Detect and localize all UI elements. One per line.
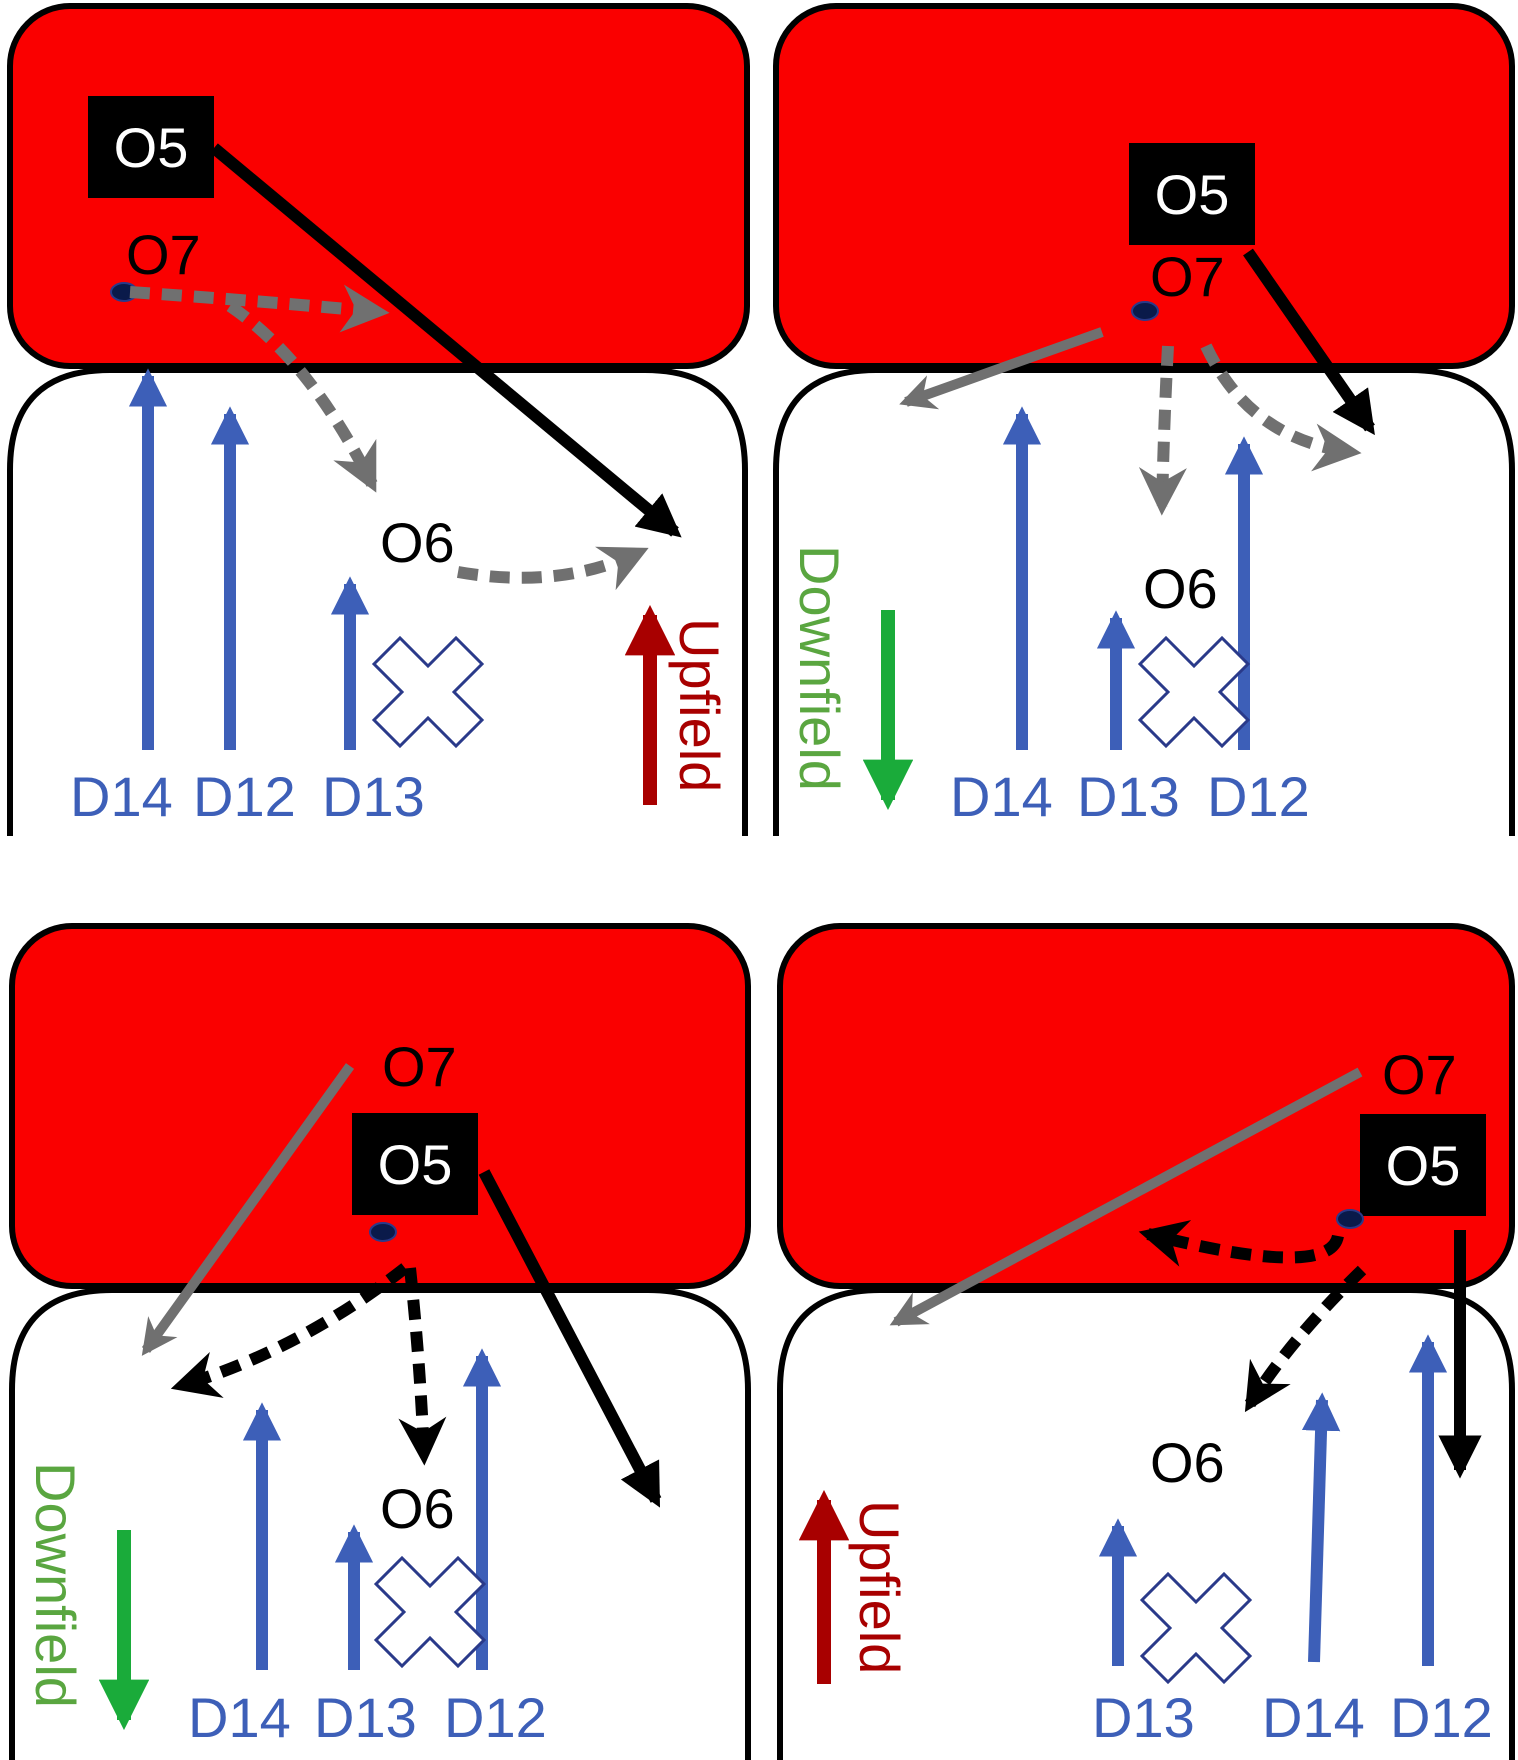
o5-marker bbox=[369, 1222, 397, 1242]
defender-label: D14 bbox=[188, 1686, 291, 1749]
defender-label: D14 bbox=[950, 765, 1053, 828]
o7-label: O7 bbox=[126, 223, 201, 286]
o6-label: O6 bbox=[1143, 557, 1218, 620]
o5-route-arrow bbox=[478, 1169, 662, 1508]
red-zone bbox=[9, 923, 751, 1289]
panel-1: O5 O7 O6 D14 D12 D13 Upfield bbox=[7, 3, 750, 836]
white-zone bbox=[7, 367, 748, 836]
o5-marker bbox=[1336, 1209, 1364, 1229]
defender-label: D14 bbox=[70, 765, 173, 828]
o7-label: O7 bbox=[382, 1035, 457, 1098]
o6-label: O6 bbox=[1150, 1431, 1225, 1494]
o5-route-arrow bbox=[1243, 248, 1375, 436]
upfield-label: Upfield bbox=[668, 618, 731, 792]
o7-dashed-route-arrow bbox=[1138, 345, 1187, 516]
downfield-label: Downfield bbox=[24, 1462, 87, 1708]
defender-label: D14 bbox=[1262, 1686, 1365, 1749]
o5-dashed-route-arrow bbox=[1138, 1220, 1344, 1267]
o5-label: O5 bbox=[1386, 1134, 1461, 1197]
o7-dashed-route-arrow bbox=[1200, 343, 1362, 472]
o7-route-arrow bbox=[889, 1067, 1363, 1327]
defender-label: D12 bbox=[1207, 765, 1310, 828]
o5-box bbox=[352, 1113, 478, 1215]
o6-dashed-route-arrow bbox=[456, 546, 649, 591]
white-zone bbox=[773, 367, 1515, 836]
o7-marker bbox=[1131, 301, 1159, 321]
o5-box bbox=[1360, 1114, 1486, 1216]
defender-label: D13 bbox=[314, 1686, 417, 1749]
o7-route-arrow bbox=[141, 1063, 355, 1356]
cross-icon bbox=[1137, 635, 1251, 749]
defender-arrow bbox=[1301, 1392, 1341, 1663]
o5-box bbox=[1129, 143, 1255, 245]
o5-dashed-route-arrow bbox=[398, 1267, 447, 1466]
defender-label: D13 bbox=[1077, 765, 1180, 828]
o5-dashed-route-arrow bbox=[170, 1263, 409, 1398]
o5-label: O5 bbox=[1155, 163, 1230, 226]
cross-icon bbox=[1139, 1571, 1253, 1685]
downfield-label: Downfield bbox=[788, 545, 851, 791]
defender-label: D12 bbox=[1390, 1686, 1493, 1749]
cross-icon bbox=[371, 635, 485, 749]
defender-label: D12 bbox=[444, 1686, 547, 1749]
o5-label: O5 bbox=[378, 1133, 453, 1196]
red-zone bbox=[777, 923, 1515, 1289]
o7-dashed-route-arrow bbox=[226, 301, 378, 493]
o5-route-arrow bbox=[210, 143, 682, 538]
upfield-label: Upfield bbox=[848, 1500, 911, 1674]
defender-label: D13 bbox=[1092, 1686, 1195, 1749]
o5-label: O5 bbox=[114, 116, 189, 179]
o5-box bbox=[88, 96, 214, 198]
cross-icon bbox=[373, 1555, 487, 1669]
panel-3: O7 O5 O6 D14 D13 D12 Downfield bbox=[9, 923, 751, 1760]
o6-label: O6 bbox=[380, 1477, 455, 1540]
o6-label: O6 bbox=[380, 511, 455, 574]
defender-label: D12 bbox=[193, 765, 296, 828]
o7-label: O7 bbox=[1382, 1043, 1457, 1106]
panel-4: O7 O5 O6 D13 D14 D12 Upfield bbox=[777, 923, 1515, 1760]
o7-route-arrow bbox=[899, 327, 1104, 410]
panel-2: O5 O7 O6 D14 D13 D12 Downfield bbox=[773, 3, 1515, 836]
o7-label: O7 bbox=[1150, 245, 1225, 308]
defender-label: D13 bbox=[322, 765, 425, 828]
